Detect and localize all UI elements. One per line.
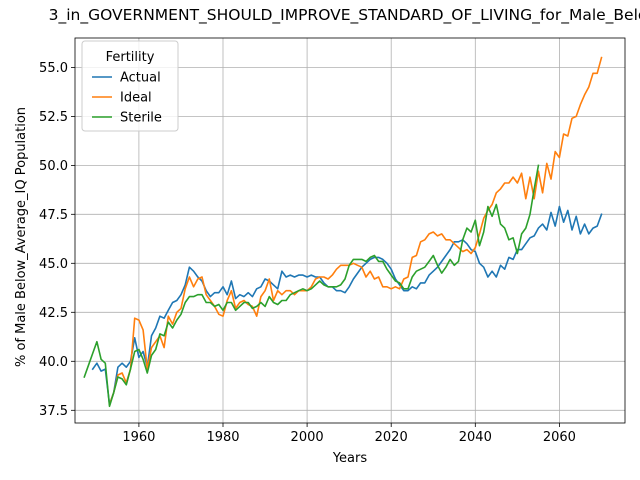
legend-label-actual: Actual — [120, 71, 161, 86]
y-tick-label: 50.0 — [39, 159, 68, 174]
x-tick-label: 2060 — [543, 430, 576, 445]
chart-title: 3_in_GOVERNMENT_SHOULD_IMPROVE_STANDARD_… — [49, 6, 640, 25]
y-tick-label: 37.5 — [39, 404, 68, 419]
series-line-ideal — [108, 56, 603, 406]
y-axis-label: % of Male Below_Average_IQ Population — [14, 107, 29, 367]
legend-label-sterile: Sterile — [120, 111, 162, 126]
y-tick-label: 47.5 — [39, 208, 68, 223]
y-tick-label: 42.5 — [39, 306, 68, 321]
x-tick-label: 2000 — [291, 430, 324, 445]
x-tick-label: 1980 — [206, 430, 239, 445]
axis-ticks: 1960 1980 2000 2020 2040 2060 37.5 40.0 42.5 45.0… — [39, 61, 576, 445]
x-axis-label: Years — [332, 451, 368, 466]
x-tick-label: 1960 — [122, 430, 155, 445]
y-tick-label: 45.0 — [39, 257, 68, 272]
legend: Fertility Actual Ideal Sterile — [81, 40, 179, 132]
legend-label-ideal: Ideal — [120, 91, 152, 106]
y-tick-label: 52.5 — [39, 110, 68, 125]
series-line-sterile — [83, 164, 540, 408]
legend-title: Fertility — [106, 50, 155, 65]
x-tick-label: 2020 — [375, 430, 408, 445]
series-lines — [83, 56, 603, 408]
legend-box — [81, 40, 179, 132]
y-tick-label: 55.0 — [39, 61, 68, 76]
y-tick-label: 40.0 — [39, 355, 68, 370]
legend-entries: Actual Ideal Sterile — [92, 71, 162, 126]
plot-area-frame — [74, 37, 626, 424]
x-tick-label: 2040 — [459, 430, 492, 445]
